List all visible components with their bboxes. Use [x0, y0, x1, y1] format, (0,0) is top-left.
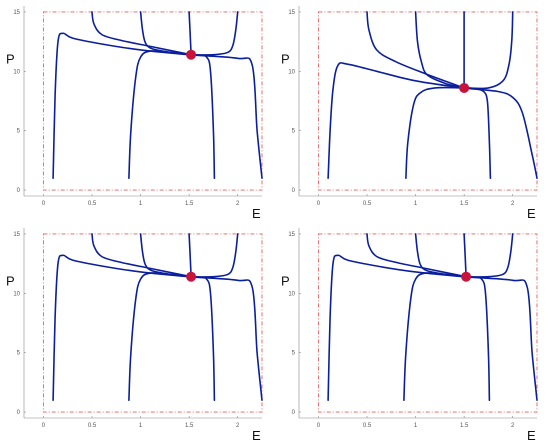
- trajectory-curve-3: [91, 11, 192, 56]
- trajectory-curve-6: [190, 233, 239, 278]
- x-tick-label: 1: [139, 423, 143, 429]
- trajectory-curve-4: [139, 11, 192, 56]
- trajectory-curve-6: [465, 233, 514, 278]
- x-tick-label: 1.5: [185, 423, 194, 429]
- y-tick-label: 15: [13, 232, 20, 238]
- trajectory-curve-4: [414, 233, 467, 278]
- boundary-box: [42, 11, 263, 191]
- trajectory-curve-1: [128, 272, 192, 401]
- y-tick-label: 5: [292, 351, 296, 357]
- boundary-box: [317, 233, 538, 413]
- x-tick-label: 0.5: [88, 423, 97, 429]
- x-tick-label: 0: [42, 201, 46, 207]
- y-tick-label: 15: [288, 10, 295, 16]
- phase-portrait-chart-bottom-right: 0 5 10 15 0 0.5 1 1.5 2 P E: [281, 228, 538, 443]
- trajectory-curve-2: [190, 53, 216, 179]
- y-tick-label: 15: [13, 10, 20, 16]
- x-tick-label: 1.5: [460, 423, 469, 429]
- y-tick-label: 0: [292, 188, 296, 194]
- y-tick-label: 5: [292, 129, 296, 135]
- y-axis-label: P: [6, 273, 15, 288]
- x-tick-label: 0.5: [363, 423, 372, 429]
- trajectory-curve-2: [465, 275, 491, 401]
- y-tick-label: 10: [288, 69, 295, 75]
- panel-top-left: 0 5 10 15 0 0.5 1 1.5 2 P E: [0, 0, 275, 222]
- trajectory-curve-6: [190, 11, 239, 56]
- panel-bottom-left: 0 5 10 15 0 0.5 1 1.5 2 P E: [0, 222, 275, 445]
- boundary-box: [317, 11, 538, 191]
- x-axis-label: E: [252, 206, 261, 221]
- boundary-box: [42, 233, 263, 413]
- y-axis-label: P: [281, 273, 290, 288]
- trajectory-curve-2: [190, 275, 216, 401]
- y-tick-label: 0: [17, 410, 21, 416]
- x-tick-label: 1: [139, 201, 143, 207]
- y-axis-label: P: [6, 51, 15, 66]
- y-tick-label: 10: [13, 69, 20, 75]
- y-tick-label: 5: [17, 129, 21, 135]
- trajectory-curve-5: [188, 233, 192, 278]
- x-tick-label: 2: [236, 423, 240, 429]
- trajectory-curve-3: [91, 233, 192, 278]
- x-axis-label: E: [252, 428, 261, 443]
- phase-portrait-chart-top-left: 0 5 10 15 0 0.5 1 1.5 2 P E: [6, 6, 263, 221]
- trajectory-curve-1: [403, 272, 467, 401]
- trajectory-curve-5: [188, 11, 192, 56]
- trajectory-curve-1: [128, 50, 192, 179]
- y-tick-label: 10: [288, 291, 295, 297]
- x-tick-label: 0.5: [363, 201, 372, 207]
- x-tick-label: 0: [317, 201, 321, 207]
- y-tick-label: 0: [292, 410, 296, 416]
- x-tick-label: 2: [511, 201, 515, 207]
- x-tick-label: 0.5: [88, 201, 97, 207]
- trajectory-curve-2: [463, 87, 492, 179]
- trajectory-curve-6: [463, 11, 514, 90]
- panel-top-right: 0 5 10 15 0 0.5 1 1.5 2 P E: [275, 0, 550, 222]
- x-axis-label: E: [527, 428, 536, 443]
- trajectory-curve-4: [139, 233, 192, 278]
- phase-portrait-chart-bottom-left: 0 5 10 15 0 0.5 1 1.5 2 P E: [6, 228, 263, 443]
- trajectory-curve-5: [463, 233, 467, 278]
- equilibrium-point: [461, 271, 472, 282]
- y-tick-label: 15: [288, 232, 295, 238]
- trajectory-curve-1: [405, 86, 465, 179]
- trajectory-curve-0: [52, 254, 263, 401]
- equilibrium-point: [186, 271, 197, 282]
- phase-portrait-chart-top-right: 0 5 10 15 0 0.5 1 1.5 2 P E: [281, 6, 538, 221]
- x-axis-label: E: [527, 206, 536, 221]
- trajectory-curve-0: [327, 254, 538, 401]
- x-tick-label: 1: [414, 201, 418, 207]
- y-tick-label: 10: [13, 291, 20, 297]
- x-tick-label: 0: [317, 423, 321, 429]
- trajectory-curve-3: [366, 233, 467, 278]
- x-tick-label: 2: [511, 423, 515, 429]
- x-tick-label: 2: [236, 201, 240, 207]
- trajectory-curve-4: [414, 11, 465, 89]
- y-axis-label: P: [281, 51, 290, 66]
- trajectory-curve-0: [327, 62, 538, 179]
- x-tick-label: 1.5: [460, 201, 469, 207]
- x-tick-label: 1.5: [185, 201, 194, 207]
- x-tick-label: 1: [414, 423, 418, 429]
- trajectory-curve-0: [52, 32, 263, 179]
- y-tick-label: 5: [17, 351, 21, 357]
- y-tick-label: 0: [17, 188, 21, 194]
- panel-bottom-right: 0 5 10 15 0 0.5 1 1.5 2 P E: [275, 222, 550, 445]
- x-tick-label: 0: [42, 423, 46, 429]
- equilibrium-point: [186, 49, 197, 60]
- equilibrium-point: [459, 82, 470, 93]
